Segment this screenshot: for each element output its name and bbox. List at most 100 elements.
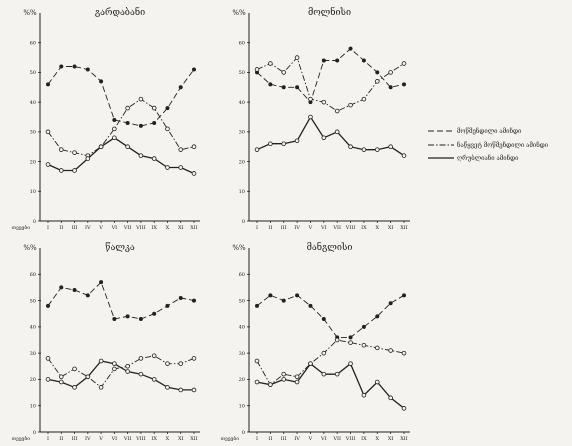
y-tick-label: 30 xyxy=(239,351,245,357)
data-point xyxy=(99,79,104,84)
data-point xyxy=(374,379,380,385)
data-point xyxy=(178,295,183,300)
data-point xyxy=(165,126,170,132)
y-tick-label: 10 xyxy=(239,189,245,195)
data-point xyxy=(112,316,117,321)
y-tick-label: 20 xyxy=(239,159,245,165)
x-axis-label: თვეები xyxy=(12,224,31,231)
x-tick-label: XII xyxy=(400,225,408,231)
x-tick-label: VIII xyxy=(345,436,356,442)
x-tick-label: II xyxy=(268,225,272,231)
data-point xyxy=(254,67,260,72)
data-point xyxy=(58,147,64,152)
y-tick-label: 40 xyxy=(239,325,245,331)
data-point xyxy=(85,67,90,72)
data-point xyxy=(72,385,77,390)
x-tick-label: IX xyxy=(361,436,367,442)
y-tick-label: 30 xyxy=(30,130,36,136)
data-point xyxy=(191,298,196,303)
x-tick-label: XI xyxy=(388,225,394,231)
data-point xyxy=(165,165,170,170)
data-point xyxy=(45,129,51,135)
data-point xyxy=(191,356,197,361)
x-tick-label: X xyxy=(375,225,379,231)
data-point xyxy=(295,293,300,298)
x-tick-label: II xyxy=(268,436,272,442)
y-tick-label: 60 xyxy=(30,41,36,47)
y-tick-label: 40 xyxy=(30,325,36,331)
data-point xyxy=(98,144,104,150)
data-point xyxy=(401,293,406,298)
data-point xyxy=(151,156,157,161)
data-point xyxy=(125,144,130,150)
data-point xyxy=(334,108,340,114)
data-point xyxy=(281,70,287,75)
data-point xyxy=(294,379,300,385)
x-tick-label: XII xyxy=(190,225,198,231)
legend-label: მოწმენდილი ამინდი xyxy=(457,127,522,135)
data-point xyxy=(401,82,406,87)
x-tick-label: XI xyxy=(178,225,184,231)
data-point xyxy=(308,96,313,102)
data-point xyxy=(388,85,393,90)
data-point xyxy=(72,168,77,173)
data-point xyxy=(45,377,51,382)
data-point xyxy=(72,366,77,372)
data-point xyxy=(348,361,353,366)
x-tick-label: XI xyxy=(178,436,184,442)
data-point xyxy=(361,147,367,152)
series-line xyxy=(256,339,405,386)
x-tick-label: VIII xyxy=(135,225,146,231)
series-line xyxy=(47,355,195,388)
data-point xyxy=(112,135,117,141)
series-dashed xyxy=(46,64,196,128)
data-point xyxy=(321,135,327,141)
data-point xyxy=(58,374,64,380)
data-point xyxy=(138,123,143,128)
data-point xyxy=(348,144,353,150)
data-point xyxy=(401,61,407,66)
data-point xyxy=(138,96,144,102)
x-tick-label: XII xyxy=(190,436,198,442)
data-point xyxy=(46,303,51,308)
data-point xyxy=(294,374,300,380)
x-tick-label: X xyxy=(375,436,379,442)
data-point xyxy=(334,371,340,377)
data-point xyxy=(388,144,393,150)
data-point xyxy=(254,303,259,308)
y-tick-label: 20 xyxy=(30,159,36,165)
x-tick-label: VII xyxy=(332,225,341,231)
data-point xyxy=(388,70,393,75)
data-point xyxy=(374,79,380,84)
x-tick-label: III xyxy=(72,225,78,231)
data-point xyxy=(268,61,273,66)
x-axis-label: თვეები xyxy=(221,435,240,442)
x-tick-label: VII xyxy=(123,225,132,231)
data-point xyxy=(348,335,353,340)
data-point xyxy=(321,99,327,105)
x-tick-label: VII xyxy=(123,436,132,442)
y-tick-label: 10 xyxy=(30,189,36,195)
series-line xyxy=(47,281,195,320)
y-axis-label: %% xyxy=(23,9,37,17)
y-tick-label: 40 xyxy=(30,100,36,106)
data-point xyxy=(59,285,64,290)
data-point xyxy=(99,280,104,285)
data-point xyxy=(361,96,367,102)
x-tick-label: IV xyxy=(85,225,91,231)
y-tick-label: 20 xyxy=(30,377,36,383)
data-point xyxy=(98,358,104,364)
data-point xyxy=(254,379,260,385)
y-tick-label: 10 xyxy=(239,404,245,410)
data-point xyxy=(401,406,407,411)
data-point xyxy=(125,120,130,125)
data-point xyxy=(125,105,130,111)
data-point xyxy=(152,120,157,125)
data-point xyxy=(112,361,117,366)
data-point xyxy=(374,345,380,351)
x-tick-label: I xyxy=(47,225,49,231)
data-point xyxy=(388,395,393,401)
data-point xyxy=(268,82,273,87)
